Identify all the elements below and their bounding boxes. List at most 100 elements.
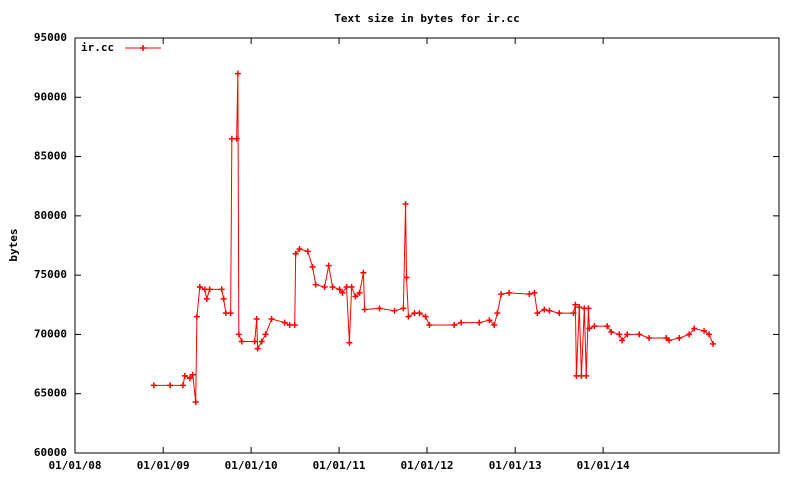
- data-point: [203, 295, 210, 302]
- data-point: [526, 291, 533, 298]
- data-point: [534, 310, 541, 317]
- data-point: [422, 313, 429, 320]
- data-point: [573, 372, 580, 379]
- x-tick-label: 01/01/09: [137, 459, 190, 472]
- data-point: [312, 281, 319, 288]
- data-point: [206, 286, 213, 293]
- data-point: [583, 372, 590, 379]
- data-point: [258, 338, 265, 345]
- y-axis-label: bytes: [7, 228, 20, 261]
- data-point: [309, 263, 316, 270]
- data-point: [235, 331, 242, 338]
- data-point: [706, 331, 713, 338]
- x-tick-label: 01/01/14: [577, 459, 630, 472]
- data-point: [591, 323, 598, 330]
- y-tick-label: 80000: [34, 209, 67, 222]
- data-point: [321, 284, 328, 290]
- y-tick-label: 60000: [34, 446, 67, 459]
- data-point: [346, 339, 353, 346]
- data-point: [691, 325, 698, 332]
- data-point: [281, 319, 288, 326]
- data-point: [336, 286, 343, 293]
- data-point: [227, 310, 234, 317]
- x-tick-label: 01/01/10: [225, 459, 278, 472]
- data-point: [254, 345, 261, 352]
- data-point: [360, 269, 367, 276]
- plot-frame: [74, 37, 780, 454]
- data-point: [666, 337, 673, 344]
- y-tick-label: 70000: [34, 327, 67, 340]
- data-point: [181, 372, 188, 379]
- data-point: [604, 323, 611, 330]
- y-tick-label: 90000: [34, 90, 67, 103]
- data-point: [179, 382, 186, 389]
- data-point: [405, 313, 412, 320]
- data-point: [192, 399, 199, 406]
- data-point: [233, 135, 240, 142]
- data-point: [167, 382, 174, 389]
- data-point: [494, 310, 501, 317]
- data-point: [416, 310, 423, 317]
- data-point: [585, 305, 592, 312]
- y-tick-label: 65000: [34, 387, 67, 400]
- data-point: [361, 306, 368, 313]
- data-point: [546, 307, 553, 314]
- data-point: [608, 329, 615, 336]
- data-point: [376, 305, 383, 312]
- data-point: [586, 325, 593, 332]
- data-point: [676, 334, 683, 341]
- y-tick-label: 85000: [34, 150, 67, 163]
- data-point: [572, 301, 579, 308]
- data-point: [458, 319, 465, 326]
- data-point: [402, 201, 409, 207]
- data-point: [286, 321, 293, 328]
- data-point: [709, 340, 716, 347]
- data-point: [646, 334, 653, 341]
- x-tick-label: 01/01/08: [49, 459, 102, 472]
- data-point: [339, 289, 346, 296]
- data-point: [292, 250, 299, 257]
- data-point: [403, 274, 410, 281]
- chart-title: Text size in bytes for ir.cc: [334, 12, 519, 25]
- data-point: [348, 284, 355, 290]
- data-point: [343, 284, 350, 290]
- data-point: [193, 313, 200, 320]
- data-point: [686, 331, 693, 338]
- data-point: [253, 316, 260, 323]
- data-point: [619, 337, 626, 344]
- data-point: [476, 319, 483, 326]
- data-point: [400, 305, 407, 312]
- data-point: [411, 310, 418, 317]
- data-point: [636, 331, 643, 338]
- data-point: [268, 316, 275, 323]
- data-point: [451, 321, 458, 328]
- data-point: [251, 338, 258, 345]
- y-tick-label: 75000: [34, 268, 67, 281]
- data-point: [491, 321, 498, 328]
- data-point: [196, 284, 203, 290]
- data-point: [329, 284, 336, 290]
- data-point: [556, 310, 563, 317]
- data-line: [153, 73, 714, 403]
- data-point: [356, 289, 363, 296]
- data-point: [506, 289, 513, 296]
- data-point: [701, 327, 708, 334]
- data-point: [218, 286, 225, 293]
- data-point: [325, 262, 332, 269]
- legend-label: ir.cc: [81, 41, 114, 54]
- data-point: [234, 70, 241, 77]
- data-point: [352, 293, 359, 300]
- data-point: [238, 338, 245, 345]
- x-tick-label: 01/01/13: [489, 459, 542, 472]
- data-point: [570, 310, 577, 317]
- x-tick-label: 01/01/12: [401, 459, 454, 472]
- data-point: [296, 246, 303, 253]
- data-point: [304, 248, 311, 255]
- data-point: [262, 331, 269, 338]
- data-point: [498, 291, 505, 298]
- data-point: [189, 371, 196, 378]
- legend-swatch: [140, 45, 146, 51]
- y-tick-label: 95000: [34, 31, 67, 44]
- data-point: [616, 331, 623, 338]
